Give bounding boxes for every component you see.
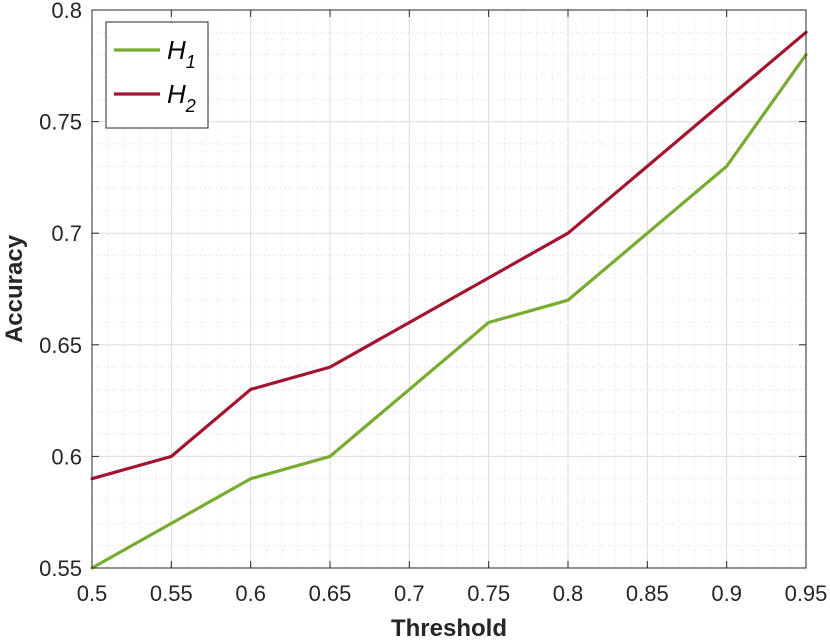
series-line-h2 xyxy=(90,30,808,481)
x-tick-label: 0.85 xyxy=(626,581,669,606)
x-axis-title: Threshold xyxy=(391,615,507,642)
y-tick-label: 0.6 xyxy=(51,444,82,469)
x-tick-label: 0.65 xyxy=(309,581,352,606)
plot-background xyxy=(92,10,806,568)
x-tick-label: 0.8 xyxy=(553,581,584,606)
y-tick-label: 0.7 xyxy=(51,221,82,246)
series-layer xyxy=(90,30,808,570)
x-tick-label: 0.75 xyxy=(467,581,510,606)
y-tick-label: 0.55 xyxy=(39,556,82,581)
x-tick-label: 0.9 xyxy=(711,581,742,606)
legend-box xyxy=(105,21,209,129)
x-tick-label: 0.6 xyxy=(235,581,266,606)
x-tick-labels: 0.5 0.55 0.6 0.65 0.7 0.75 0.8 0.85 0.9 0.95 xyxy=(77,581,828,606)
y-tick-label: 0.65 xyxy=(39,333,82,358)
axis-ticks xyxy=(91,9,807,569)
y-axis-title: Accuracy xyxy=(1,234,28,343)
y-tick-label: 0.8 xyxy=(51,0,82,23)
plot-frame xyxy=(91,9,807,569)
x-tick-label: 0.95 xyxy=(785,581,828,606)
x-tick-label: 0.55 xyxy=(150,581,193,606)
x-tick-label: 0.5 xyxy=(77,581,108,606)
y-tick-label: 0.75 xyxy=(39,110,82,135)
x-tick-label: 0.7 xyxy=(394,581,425,606)
series-line-h1 xyxy=(90,53,808,570)
y-tick-labels: 0.55 0.6 0.65 0.7 0.75 0.8 xyxy=(39,0,82,581)
